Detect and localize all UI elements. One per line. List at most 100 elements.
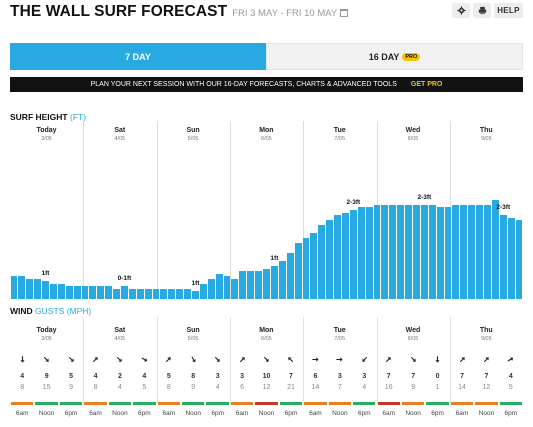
surf-bar (484, 204, 491, 299)
surf-bar (413, 204, 420, 299)
settings-button[interactable] (452, 3, 470, 18)
day-header: Today 3/05 (10, 127, 83, 142)
surf-bar (223, 276, 231, 299)
wind-gust: 9 (191, 384, 196, 391)
surf-bar (507, 217, 515, 299)
wind-rating-strip (133, 402, 156, 405)
wind-arrow-icon (474, 355, 498, 364)
wind-speed: 7 (386, 373, 391, 380)
surf-bar (168, 288, 176, 299)
day-divider (156, 317, 158, 404)
wind-arrow-icon (230, 355, 254, 364)
wind-arrow-icon (10, 355, 34, 364)
surf-bar (10, 276, 18, 299)
day-date: 3/05 (41, 336, 52, 342)
tab-7-day[interactable]: 7 DAY (10, 43, 266, 70)
surf-bar (120, 286, 128, 299)
day-name: Wed (405, 327, 421, 334)
day-header: Sat 4/05 (83, 127, 156, 142)
surf-bar (476, 204, 484, 299)
wind-arrow-icon (377, 355, 401, 364)
surf-height-label: 2-3ft (496, 204, 511, 212)
day-date: 5/05 (187, 336, 199, 342)
wind-arrow-icon (303, 355, 327, 364)
day-divider (303, 317, 305, 404)
day-name: Sat (114, 127, 126, 134)
wind-rating-strip (230, 402, 254, 405)
wind-gust: 7 (337, 384, 342, 391)
wind-gust: 4 (362, 384, 367, 391)
wind-rating-strip (377, 402, 400, 405)
get-pro-link[interactable]: GET PRO (410, 81, 443, 88)
surf-bar (26, 278, 34, 299)
surf-bar (318, 225, 326, 299)
print-button[interactable] (473, 3, 491, 18)
wind-arrow-icon (35, 355, 59, 364)
day-date: 9/05 (480, 336, 492, 342)
day-divider (303, 121, 305, 299)
wind-speed: 9 (44, 373, 49, 380)
wind-arrow-icon (59, 355, 83, 364)
surf-bar (192, 291, 199, 299)
day-divider (449, 317, 451, 404)
surf-bar (302, 237, 310, 299)
surf-bar (365, 207, 373, 299)
day-divider (156, 121, 158, 299)
time-label: 6am (382, 410, 396, 417)
wind-arrow-icon (352, 355, 376, 364)
day-date: 3/05 (41, 136, 52, 142)
surf-bar (113, 288, 120, 299)
surf-bar (349, 210, 357, 299)
day-name: Thu (479, 327, 493, 334)
tab-16-day[interactable]: 16 DAY PRO (266, 43, 523, 70)
day-date: 9/05 (480, 136, 492, 142)
surf-bar (73, 286, 81, 299)
wind-gust: 5 (142, 384, 147, 391)
wind-arrow-icon (206, 355, 230, 364)
page-header: THE WALL SURF FORECAST FRI 3 MAY - FRI 1… (10, 3, 349, 20)
wind-arrow-icon (499, 355, 523, 364)
wind-speed: 5 (166, 373, 171, 380)
surf-bar (286, 253, 294, 299)
wind-gust: 12 (482, 384, 491, 391)
day-date: 8/05 (407, 336, 419, 342)
surf-bar (207, 278, 215, 299)
surf-height-label: 1ft (41, 270, 50, 278)
surf-bar (152, 288, 160, 299)
day-name: Tue (333, 327, 346, 334)
wind-gust: 1 (435, 384, 440, 391)
surf-bar (144, 288, 152, 299)
help-button[interactable]: HELP (494, 3, 523, 18)
calendar-icon[interactable] (340, 9, 349, 17)
time-label: 6am (309, 410, 322, 417)
promo-banner[interactable]: PLAN YOUR NEXT SESSION WITH OUR 16-DAY F… (10, 77, 523, 92)
surf-bar (42, 281, 49, 299)
surf-bar (420, 204, 428, 299)
wind-arrow-icon (84, 355, 108, 364)
wind-rating-strip (499, 402, 523, 405)
day-header: Thu 9/05 (450, 327, 523, 342)
surf-bar (499, 215, 507, 299)
time-label: 6pm (64, 410, 78, 417)
wind-heading: WIND GUSTS (MPH) (10, 306, 92, 316)
surf-bar (239, 271, 247, 299)
wind-arrow-icon (108, 355, 132, 364)
wind-speed: 7 (460, 373, 464, 380)
wind-gust: 14 (458, 384, 466, 391)
surf-bar (49, 283, 57, 299)
day-name: Sat (114, 327, 126, 334)
wind-rating-strip (401, 402, 425, 405)
surf-bar (310, 232, 318, 299)
day-name: Wed (405, 127, 421, 134)
surf-bar (460, 204, 468, 299)
wind-gust: 15 (42, 384, 51, 391)
day-header: Sun 5/05 (157, 327, 230, 342)
time-label: 6pm (138, 410, 151, 417)
day-header: Wed 8/05 (377, 127, 450, 142)
time-label: Noon (478, 410, 495, 417)
gear-icon (456, 6, 466, 15)
surf-bar (405, 204, 412, 299)
wind-speed: 8 (191, 373, 196, 380)
wind-gust: 21 (287, 384, 295, 391)
surf-bar (278, 260, 286, 299)
